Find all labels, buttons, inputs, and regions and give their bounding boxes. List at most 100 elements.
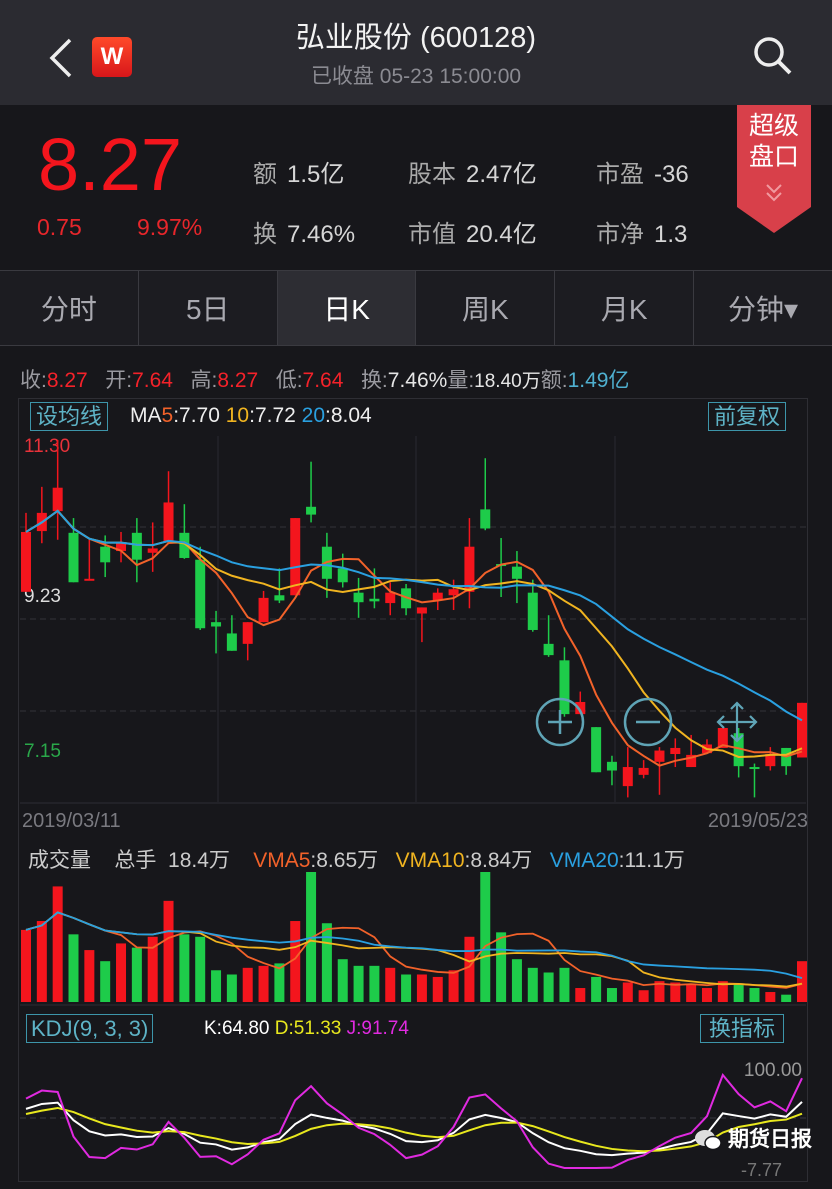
candle-body — [733, 733, 744, 767]
y-min-label: 7.15 — [24, 741, 61, 762]
ma-line-20 — [25, 509, 803, 722]
candle-body — [622, 767, 633, 787]
tab-5day[interactable]: 5日 — [139, 271, 278, 345]
candle-body — [179, 532, 190, 558]
volume-bar — [464, 936, 475, 1002]
candle-body — [211, 622, 222, 627]
candle-body — [21, 531, 31, 592]
period-tabs: 分时 5日 日K 周K 月K 分钟▾ — [0, 270, 832, 346]
volume-bar — [131, 947, 142, 1002]
candle-body — [353, 592, 364, 603]
tab-minute-dropdown[interactable]: 分钟▾ — [728, 294, 799, 325]
tab-weekly-k[interactable]: 周K — [416, 271, 556, 345]
volume-bar — [369, 965, 380, 1002]
kdj-j-line — [25, 1073, 803, 1169]
volume-bar — [52, 886, 63, 1002]
candle-body — [543, 643, 554, 656]
volume-bar — [416, 974, 427, 1002]
volume-bar — [781, 994, 792, 1002]
volume-bar — [385, 967, 396, 1002]
last-price: 8.27 — [38, 123, 183, 206]
header-icons — [49, 37, 792, 78]
candle-body — [385, 592, 396, 604]
volume-bar — [21, 929, 31, 1002]
volume-bar — [84, 950, 95, 1002]
candle-body — [337, 568, 348, 583]
zoom-out-icon[interactable] — [623, 697, 673, 747]
candle-body — [258, 597, 269, 623]
candle-body — [686, 754, 697, 768]
volume-bar — [274, 963, 285, 1002]
kdj-settings-button[interactable]: KDJ(9, 3, 3) — [26, 1014, 154, 1043]
switch-indicator-button[interactable]: 换指标 — [700, 1014, 785, 1043]
price-change-pct: 9.97% — [137, 214, 203, 240]
volume-bar — [797, 961, 807, 1002]
volume-bar — [258, 965, 269, 1002]
candle-body — [226, 633, 237, 651]
candle-body — [448, 589, 459, 596]
candle-body — [765, 754, 776, 767]
volume-bar — [733, 983, 744, 1002]
volume-bar — [432, 976, 443, 1002]
volume-bar — [591, 976, 602, 1002]
candle-body — [654, 750, 665, 762]
y-mid-label: 9.23 — [24, 586, 61, 607]
wechat-icon — [695, 1130, 722, 1151]
candle-body — [416, 607, 427, 614]
candle-body — [242, 622, 253, 644]
set-ma-button[interactable]: 设均线 — [30, 402, 109, 431]
volume-bar — [717, 981, 728, 1002]
volume-bar — [321, 923, 332, 1002]
market-status: 已收盘 05-23 15:00:00 — [310, 65, 522, 88]
candle-body — [195, 559, 206, 629]
ribbon-shape — [737, 105, 811, 233]
volume-bar — [116, 943, 127, 1002]
stat-pe: 市盈 -36 — [596, 161, 689, 188]
price-adjust-button[interactable]: 前复权 — [708, 402, 787, 431]
volume-bar — [195, 936, 206, 1002]
candle-body — [511, 566, 522, 579]
super-panel-button[interactable]: 超级 盘口 — [737, 105, 811, 233]
volume-bar — [401, 974, 412, 1002]
zoom-in-icon[interactable] — [535, 697, 585, 747]
candle-body — [606, 761, 617, 771]
kdj-legend: K:64.80 D:51.33 J:91.74 — [204, 1018, 409, 1039]
candle-body — [638, 767, 649, 775]
vma-line-20 — [25, 911, 803, 979]
stat-market-cap: 市值 20.4亿 — [408, 221, 537, 248]
candle-body — [68, 532, 79, 583]
top-bar: W 弘业股份 (600128) 已收盘 05-23 15:00:00 — [0, 0, 832, 105]
candle-body — [432, 592, 443, 601]
candle-body — [163, 502, 174, 543]
stat-amount: 额 1.5亿 — [253, 161, 345, 188]
volume-bar — [575, 988, 586, 1002]
search-icon[interactable] — [754, 37, 792, 75]
candle-body — [591, 727, 602, 773]
tab-intraday[interactable]: 分时 — [0, 271, 139, 345]
stock-title: 弘业股份 (600128) — [295, 22, 537, 54]
back-icon[interactable] — [49, 38, 72, 78]
volume-bar — [100, 961, 111, 1002]
volume-bar — [36, 921, 47, 1002]
volume-bar — [543, 972, 554, 1002]
tab-daily-k[interactable]: 日K — [277, 271, 417, 345]
candle-body — [480, 509, 491, 529]
candle-body — [84, 578, 95, 581]
tab-monthly-k[interactable]: 月K — [555, 271, 695, 345]
candle-body — [52, 487, 63, 512]
ohlc-row: 收:8.27 开:7.64 高:8.27 低:7.64 换:7.46%量:18.… — [20, 369, 630, 392]
volume-bar — [337, 959, 348, 1002]
chart-frame — [18, 398, 808, 1182]
pan-arrows-icon[interactable] — [716, 701, 758, 743]
vma-line-5 — [25, 911, 803, 989]
candle-body — [147, 548, 158, 553]
volume-bar — [226, 974, 237, 1002]
volume-bar — [654, 981, 665, 1002]
volume-bar — [353, 965, 364, 1002]
volume-bar — [179, 934, 190, 1002]
volume-bar — [686, 984, 697, 1002]
volume-bar — [480, 872, 491, 1002]
app-logo[interactable]: W — [92, 37, 132, 77]
watermark: 期货日报 — [694, 1128, 812, 1152]
